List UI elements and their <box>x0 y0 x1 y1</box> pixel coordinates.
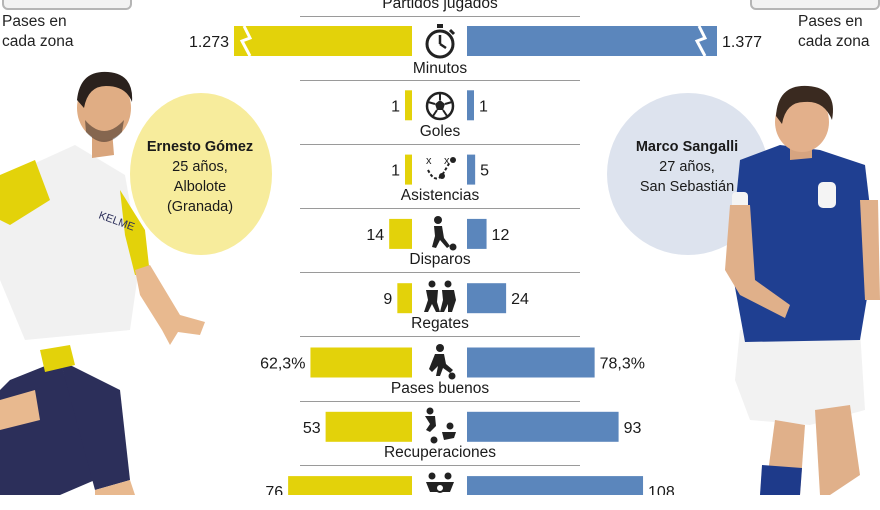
bar-right <box>467 26 717 56</box>
bar-left <box>397 283 412 314</box>
player-shooting-icon <box>432 216 457 251</box>
left-corner-note: Pases en cada zona <box>2 13 74 50</box>
left-player-info: Ernesto Gómez 25 años, Albolote (Granada… <box>136 137 264 217</box>
row-label-asistencias: Asistencias <box>400 187 480 204</box>
separator <box>300 465 580 466</box>
row-label-minutos: Minutos <box>412 60 468 77</box>
right-player-photo <box>725 85 880 495</box>
separator <box>300 80 580 81</box>
bar-right <box>467 90 474 121</box>
players-contest-icon <box>426 472 454 493</box>
chart-layer: 1.273 1.377 1 1 1 5 14 12 9 24 62,3% 78,3% 53 93 76 108 <box>189 25 762 495</box>
value-label-right: 108 <box>648 484 675 495</box>
value-label-right: 12 <box>492 227 510 244</box>
svg-text:x: x <box>444 155 450 167</box>
tackle-icon <box>425 407 456 444</box>
value-label-right: 5 <box>480 163 489 180</box>
soccer-ball-icon <box>425 91 455 121</box>
left-corner-box <box>2 0 132 10</box>
svg-text:x: x <box>426 155 432 167</box>
separator <box>300 272 580 273</box>
bar-left <box>310 347 412 378</box>
bar-left <box>405 154 412 185</box>
value-label-right: 1 <box>479 98 488 115</box>
stopwatch-icon <box>425 24 456 59</box>
left-player-age: 25 años, <box>172 159 228 175</box>
bar-right <box>467 154 476 185</box>
bar-left <box>325 411 412 442</box>
bar-left <box>405 90 412 121</box>
bar-right <box>467 347 595 378</box>
dribble-icon <box>424 280 456 312</box>
value-label-right: 1.377 <box>722 34 762 51</box>
value-label-left: 62,3% <box>260 356 305 373</box>
left-player-name: Ernesto Gómez <box>146 139 254 155</box>
value-label-left: 1 <box>391 98 400 115</box>
value-label-right: 78,3% <box>600 356 645 373</box>
bar-left <box>389 218 412 249</box>
separator <box>300 401 580 402</box>
bar-right <box>467 283 507 314</box>
value-label-left: 76 <box>265 484 283 495</box>
row-label-regates: Regates <box>411 315 469 332</box>
right-corner-box <box>750 0 880 10</box>
bar-right <box>467 411 619 442</box>
value-label-left: 53 <box>303 420 321 437</box>
row-label-goles: Goles <box>419 123 461 140</box>
axis-break-right <box>694 25 708 57</box>
row-label-pases-buenos: Pases buenos <box>390 380 490 397</box>
bar-right <box>467 476 644 495</box>
value-label-left: 1 <box>391 163 400 180</box>
separator-top <box>300 16 580 17</box>
right-player-town: San Sebastián <box>639 179 735 195</box>
value-label-right: 93 <box>624 420 642 437</box>
assist-play-icon: x x <box>426 155 456 180</box>
player-passing-icon <box>429 344 456 380</box>
bar-left <box>288 476 412 495</box>
separator <box>300 208 580 209</box>
right-player-age: 27 años, <box>659 159 715 175</box>
value-label-left: 9 <box>383 291 392 308</box>
right-player-info: Marco Sangalli 27 años, San Sebastián <box>617 137 757 197</box>
right-corner-note: Pases en cada zona <box>798 13 870 50</box>
value-label-right: 24 <box>511 291 529 308</box>
row-label-recuperaciones: Recuperaciones <box>383 444 496 461</box>
bar-right <box>467 218 487 249</box>
row-label-partidos-jugados: Partidos jugados <box>382 0 498 12</box>
left-player-town: Albolote <box>173 179 227 195</box>
value-label-left: 1.273 <box>189 34 229 51</box>
value-label-left: 14 <box>366 227 384 244</box>
left-player-photo: KELME <box>0 71 205 495</box>
separator <box>300 336 580 337</box>
right-player-name: Marco Sangalli <box>635 139 739 155</box>
row-label-disparos: Disparos <box>409 251 471 268</box>
left-player-circle <box>130 93 272 255</box>
bar-left <box>234 26 412 56</box>
left-player-province: (Granada) <box>166 199 234 215</box>
axis-break-left <box>239 25 253 57</box>
separator <box>300 144 580 145</box>
